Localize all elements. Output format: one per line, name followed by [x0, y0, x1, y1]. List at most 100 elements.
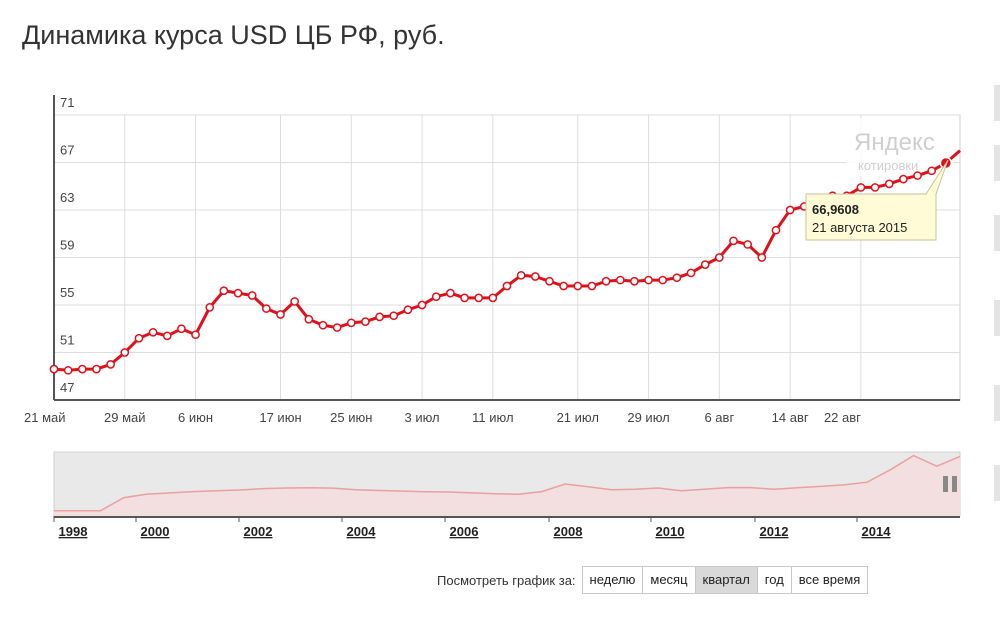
- data-point[interactable]: [177, 324, 186, 334]
- data-point[interactable]: [630, 276, 639, 286]
- data-point[interactable]: [686, 268, 696, 278]
- year-label[interactable]: 2004: [347, 524, 377, 539]
- tooltip-date: 21 августа 2015: [812, 220, 907, 235]
- data-point[interactable]: [389, 311, 399, 321]
- x-tick-label: 17 июн: [259, 410, 301, 425]
- data-point[interactable]: [899, 174, 908, 184]
- data-point[interactable]: [601, 276, 611, 286]
- x-axis: 21 май 29 май 6 июн 17 июн 25 июн 3 июл 11 июл…: [24, 399, 960, 425]
- data-point[interactable]: [304, 314, 314, 324]
- data-point[interactable]: [417, 300, 427, 310]
- data-point[interactable]: [771, 225, 781, 235]
- data-point[interactable]: [516, 270, 526, 280]
- y-tick-label: 51: [60, 333, 74, 348]
- overview-years: 1998 2000 2002 2004 2006 2008 2010 2012 2014: [53, 516, 892, 539]
- data-point[interactable]: [587, 281, 597, 291]
- data-point[interactable]: [77, 364, 87, 374]
- period-month-button[interactable]: месяц: [643, 567, 696, 593]
- data-point[interactable]: [460, 293, 469, 303]
- data-point[interactable]: [785, 205, 795, 215]
- overview-handle-right[interactable]: [952, 476, 957, 492]
- data-point[interactable]: [927, 166, 937, 176]
- data-point[interactable]: [714, 253, 724, 262]
- data-point[interactable]: [361, 317, 370, 326]
- data-point[interactable]: [474, 293, 484, 303]
- overview-handle-left[interactable]: [943, 476, 948, 492]
- period-week-button[interactable]: неделю: [582, 567, 644, 593]
- data-point[interactable]: [403, 305, 413, 315]
- data-point[interactable]: [134, 333, 144, 343]
- year-label[interactable]: 2010: [656, 524, 685, 539]
- year-label[interactable]: 1998: [59, 524, 88, 539]
- x-tick-label: 25 июн: [330, 410, 372, 425]
- watermark-line2: котировки: [858, 158, 918, 173]
- data-point[interactable]: [106, 360, 115, 369]
- year-label[interactable]: 2014: [862, 524, 892, 539]
- period-alltime-button[interactable]: все время: [791, 567, 868, 593]
- data-point[interactable]: [261, 304, 271, 313]
- data-point[interactable]: [332, 323, 342, 332]
- data-point[interactable]: [530, 272, 540, 281]
- data-point[interactable]: [870, 183, 880, 192]
- x-tick-label: 22 авг: [824, 410, 861, 425]
- data-point[interactable]: [346, 318, 356, 328]
- data-point[interactable]: [545, 276, 554, 286]
- data-point[interactable]: [502, 281, 512, 291]
- data-point[interactable]: [884, 179, 894, 189]
- data-point[interactable]: [913, 171, 922, 180]
- data-point[interactable]: [559, 281, 568, 291]
- year-label[interactable]: 2006: [450, 524, 479, 539]
- data-point[interactable]: [615, 275, 625, 285]
- data-point[interactable]: [63, 365, 73, 375]
- data-point[interactable]: [375, 312, 384, 322]
- data-point[interactable]: [700, 260, 710, 269]
- year-label[interactable]: 2008: [554, 524, 583, 539]
- data-point[interactable]: [743, 240, 753, 249]
- data-point[interactable]: [644, 275, 653, 285]
- y-tick-label: 47: [60, 380, 74, 395]
- data-point[interactable]: [672, 273, 682, 283]
- overview-area: [54, 455, 960, 516]
- series-line: [53, 149, 961, 372]
- x-tick-label: 29 июл: [627, 410, 669, 425]
- data-point[interactable]: [219, 286, 229, 296]
- data-point[interactable]: [49, 364, 59, 374]
- x-tick-label: 14 авг: [772, 410, 809, 425]
- data-point[interactable]: [162, 331, 172, 341]
- period-quarter-button[interactable]: квартал: [695, 567, 758, 593]
- usd-series: [49, 149, 961, 375]
- tooltip-box: [805, 159, 949, 241]
- data-point[interactable]: [148, 327, 158, 337]
- year-label[interactable]: 2012: [760, 524, 789, 539]
- data-point[interactable]: [446, 288, 455, 298]
- x-tick-label: 3 июл: [404, 410, 439, 425]
- period-label: Посмотреть график за:: [437, 572, 576, 588]
- data-point[interactable]: [318, 320, 328, 330]
- data-point[interactable]: [247, 291, 257, 300]
- data-point[interactable]: [233, 288, 243, 298]
- edge-bar: [994, 85, 1000, 121]
- edge-bar: [994, 300, 1000, 336]
- data-point[interactable]: [856, 183, 866, 192]
- plot-grid: [53, 114, 961, 401]
- data-point[interactable]: [488, 293, 498, 303]
- data-point[interactable]: [573, 281, 583, 291]
- x-tick-label: 21 июл: [557, 410, 599, 425]
- period-year-button[interactable]: год: [757, 567, 792, 593]
- data-point[interactable]: [757, 253, 767, 262]
- data-point[interactable]: [276, 310, 285, 319]
- edge-bar: [994, 465, 1000, 501]
- data-point[interactable]: [120, 348, 130, 357]
- data-point[interactable]: [191, 330, 200, 340]
- data-point[interactable]: [658, 275, 668, 285]
- data-point[interactable]: [92, 364, 101, 374]
- data-point[interactable]: [729, 236, 738, 246]
- data-point[interactable]: [431, 292, 441, 302]
- overview-navigator[interactable]: 1998 2000 2002 2004 2006 2008 2010 2012 2014: [53, 451, 961, 539]
- year-label[interactable]: 2000: [141, 524, 170, 539]
- data-point[interactable]: [205, 303, 215, 312]
- year-label[interactable]: 2002: [244, 524, 273, 539]
- right-edge-panel: [994, 85, 1000, 525]
- data-point[interactable]: [290, 297, 300, 306]
- x-tick-label: 21 май: [24, 410, 66, 425]
